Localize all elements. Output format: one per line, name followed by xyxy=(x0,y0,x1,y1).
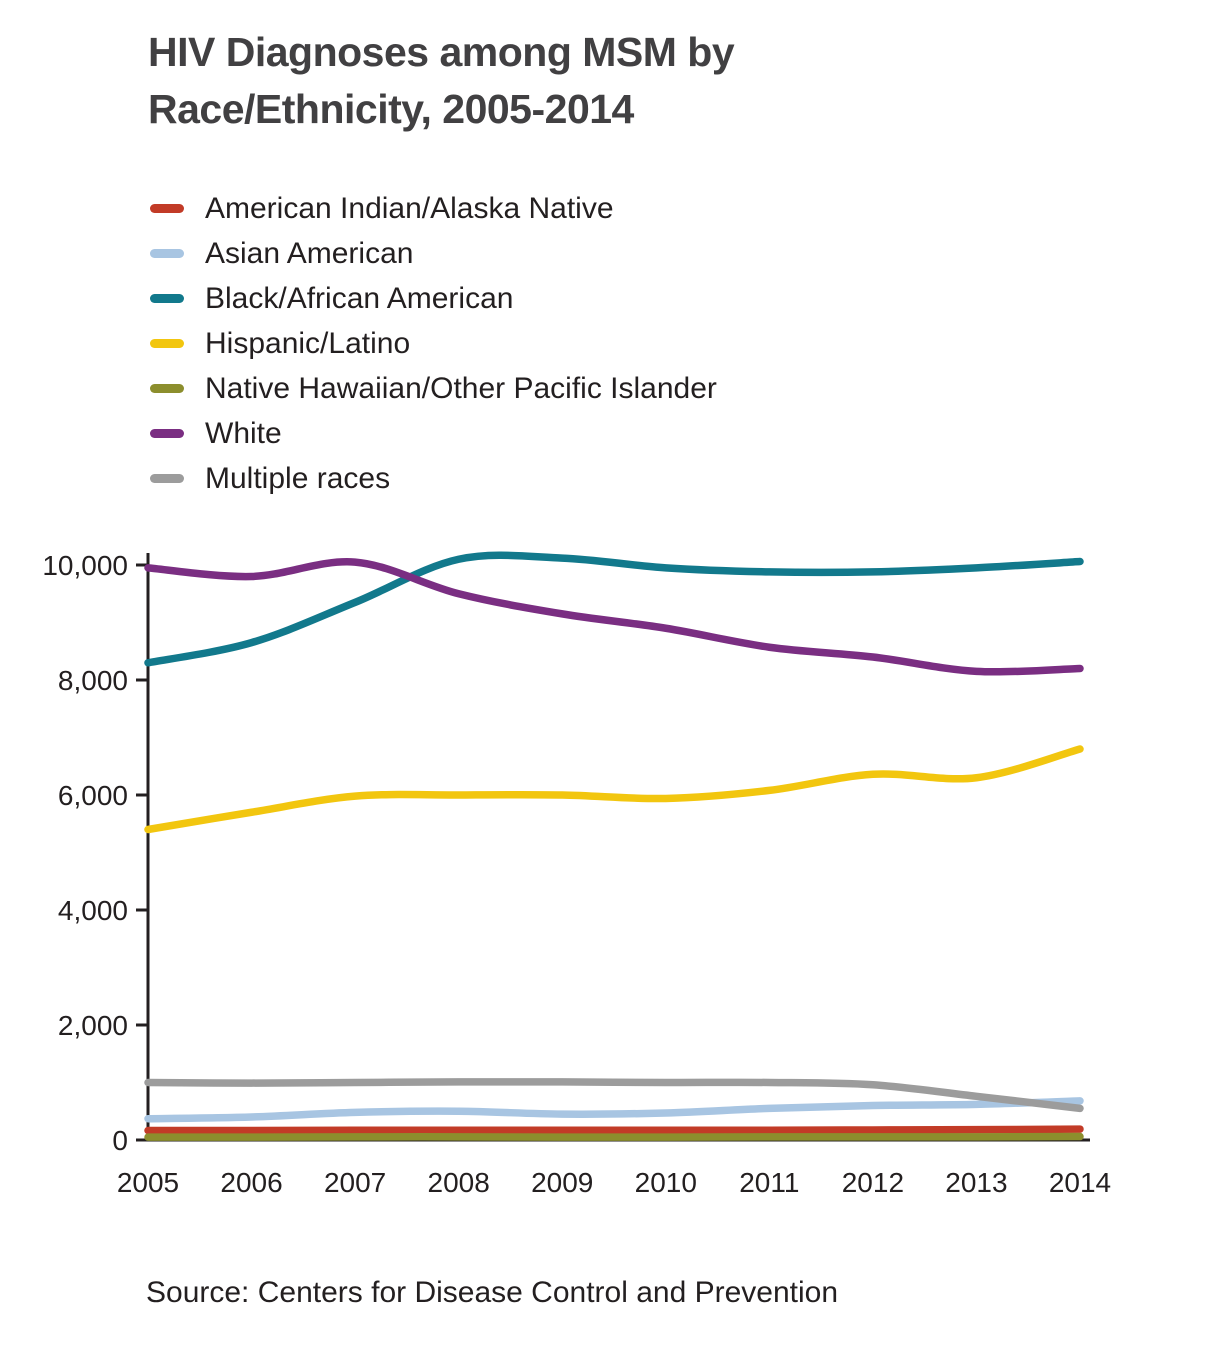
x-tick-label: 2007 xyxy=(324,1167,386,1198)
legend-label: Asian American xyxy=(205,236,414,270)
y-tick-label: 6,000 xyxy=(58,780,128,811)
series-line-white xyxy=(144,558,1084,676)
legend-item-black-african-american: Black/African American xyxy=(150,276,717,321)
x-tick-label: 2006 xyxy=(220,1167,282,1198)
x-tick-label: 2013 xyxy=(945,1167,1007,1198)
legend-swatch-american-indian-alaska-native xyxy=(150,204,184,213)
x-tick-label: 2009 xyxy=(531,1167,593,1198)
x-tick-label: 2008 xyxy=(428,1167,490,1198)
legend-swatch-black-african-american xyxy=(150,294,184,303)
legend-label: Hispanic/Latino xyxy=(205,326,411,360)
x-tick-label: 2010 xyxy=(635,1167,697,1198)
legend-item-asian-american: Asian American xyxy=(150,231,717,276)
legend-swatch-hispanic-latino xyxy=(150,339,184,348)
legend-label: Multiple races xyxy=(205,461,391,495)
legend-swatch-multiple-races xyxy=(150,474,184,483)
x-tick-label: 2012 xyxy=(842,1167,904,1198)
legend-label: Black/African American xyxy=(205,281,514,315)
y-tick-label: 8,000 xyxy=(58,665,128,696)
chart-title-line2: Race/Ethnicity, 2005-2014 xyxy=(148,86,634,133)
legend-label: Native Hawaiian/Other Pacific Islander xyxy=(205,371,717,405)
y-tick-label: 4,000 xyxy=(58,895,128,926)
legend-swatch-white xyxy=(150,429,184,438)
series-line-asian-american xyxy=(144,1097,1084,1123)
series-line-multiple-races xyxy=(144,1078,1084,1113)
legend: American Indian/Alaska Native Asian Ameri… xyxy=(150,186,717,501)
legend-item-hispanic-latino: Hispanic/Latino xyxy=(150,321,717,366)
series-line-hispanic-latino xyxy=(144,745,1084,834)
legend-item-american-indian-alaska-native: American Indian/Alaska Native xyxy=(150,186,717,231)
legend-label: American Indian/Alaska Native xyxy=(205,191,614,225)
y-tick-label: 2,000 xyxy=(58,1010,128,1041)
chart-title: HIV Diagnoses among MSM by Race/Ethnicity… xyxy=(148,24,735,139)
legend-label: White xyxy=(205,416,282,450)
x-tick-label: 2005 xyxy=(117,1167,179,1198)
legend-swatch-native-hawaiian-other-pacific-islander xyxy=(150,384,184,393)
legend-swatch-asian-american xyxy=(150,249,184,258)
source-note: Source: Centers for Disease Control and … xyxy=(146,1276,839,1309)
legend-item-white: White xyxy=(150,411,717,456)
y-tick-label: 0 xyxy=(112,1125,128,1156)
series-line-black-african-american xyxy=(144,551,1084,667)
legend-item-native-hawaiian-other-pacific-islander: Native Hawaiian/Other Pacific Islander xyxy=(150,366,717,411)
y-tick-label: 10,000 xyxy=(42,550,128,581)
x-tick-label: 2011 xyxy=(739,1167,799,1198)
x-tick-label: 2014 xyxy=(1049,1167,1111,1198)
series-line-american-indian-alaska-native xyxy=(144,1125,1084,1135)
series-line-native-hawaiian-other-pacific-islander xyxy=(144,1132,1084,1141)
chart-title-line1: HIV Diagnoses among MSM by xyxy=(148,29,735,75)
legend-item-multiple-races: Multiple races xyxy=(150,456,717,501)
